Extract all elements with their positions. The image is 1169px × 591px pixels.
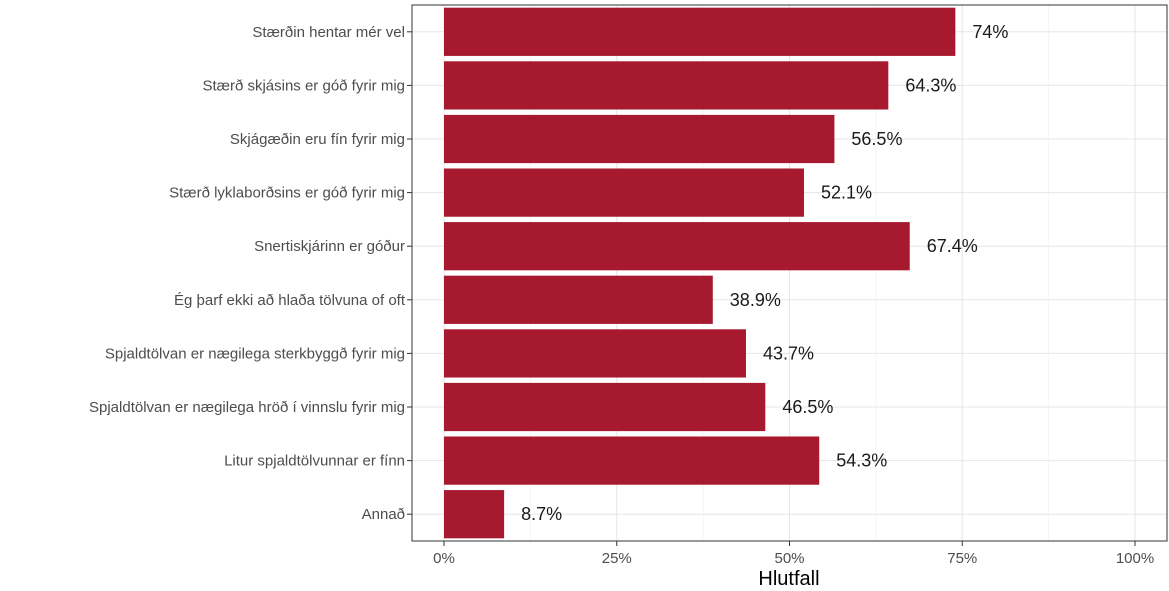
category-label: Stærðin hentar mér vel xyxy=(252,24,405,41)
bar xyxy=(444,490,505,539)
category-label: Stærð lyklaborðsins er góð fyrir mig xyxy=(169,185,405,202)
bar xyxy=(444,61,889,110)
data-label: 38.9% xyxy=(730,290,781,310)
category-label: Litur spjaldtölvunnar er fínn xyxy=(224,453,405,470)
category-label: Ég þarf ekki að hlaða tölvuna of oft xyxy=(174,292,406,309)
bars xyxy=(444,7,956,539)
data-label: 74% xyxy=(972,22,1008,42)
category-label: Spjaldtölvan er nægilega sterkbyggð fyri… xyxy=(105,345,405,362)
x-tick-label: 100% xyxy=(1116,550,1154,567)
bar xyxy=(444,114,835,164)
x-axis: 0% 25% 50% 75% 100% xyxy=(433,541,1154,567)
bar xyxy=(444,7,956,56)
data-label: 67.4% xyxy=(927,236,978,256)
category-label: Snertiskjárinn er góður xyxy=(254,238,405,255)
bar xyxy=(444,275,713,324)
bar xyxy=(444,222,910,271)
category-label: Annað xyxy=(362,506,405,523)
data-label: 52.1% xyxy=(821,183,872,203)
category-label: Stærð skjásins er góð fyrir mig xyxy=(202,77,405,94)
x-tick-label: 50% xyxy=(774,550,804,567)
category-label: Spjaldtölvan er nægilega hröð í vinnslu … xyxy=(89,399,405,416)
data-label: 56.5% xyxy=(851,129,902,149)
bar xyxy=(444,436,820,485)
x-tick-label: 0% xyxy=(433,550,455,567)
bar xyxy=(444,329,746,378)
data-label: 54.3% xyxy=(836,451,887,471)
data-label: 8.7% xyxy=(521,504,562,524)
data-label: 46.5% xyxy=(782,397,833,417)
x-tick-label: 75% xyxy=(947,550,977,567)
bar xyxy=(444,382,766,432)
category-label: Skjágæðin eru fín fyrir mig xyxy=(230,131,405,148)
bar xyxy=(444,168,805,217)
data-labels: 74% 64.3% 56.5% 52.1% 67.4% 38.9% 43.7% 46.5% 54… xyxy=(521,22,1008,524)
data-label: 43.7% xyxy=(763,343,814,363)
x-axis-title: Hlutfall xyxy=(758,568,819,590)
data-label: 64.3% xyxy=(905,75,956,95)
x-tick-label: 25% xyxy=(602,550,632,567)
y-axis: Stærðin hentar mér vel Stærð skjásins er … xyxy=(89,24,412,523)
